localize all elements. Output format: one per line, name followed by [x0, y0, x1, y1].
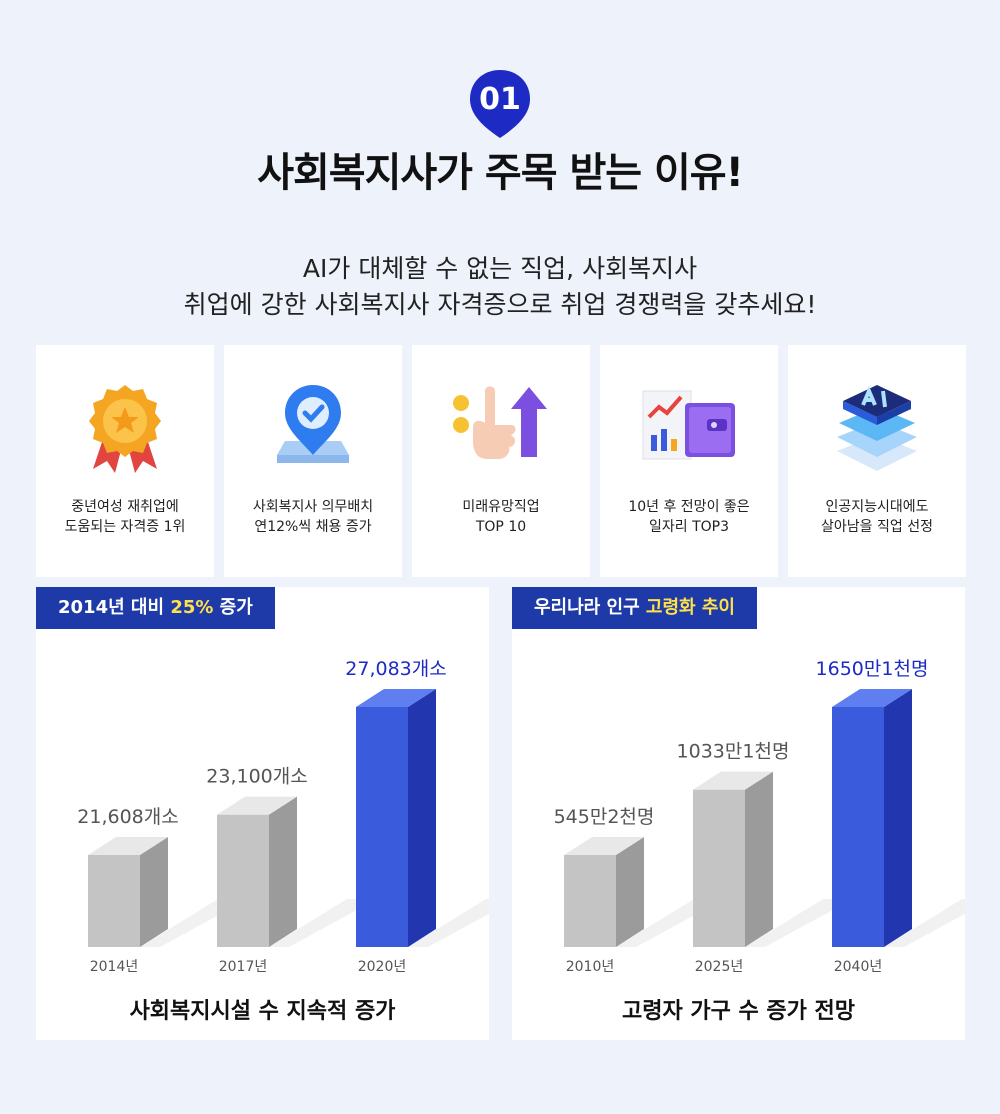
chart-title-facilities: 사회복지시설 수 지속적 증가 [129, 999, 396, 1024]
card-3-line-1: 미래유망직업 [462, 499, 540, 515]
bar-front [832, 707, 884, 947]
bar-front [693, 789, 745, 947]
feature-card-4: 10년 후 전망이 좋은 일자리 TOP3 [600, 345, 778, 577]
badge-number: 01 [479, 82, 521, 117]
category-label: 2010년 [566, 959, 615, 975]
card-1-line-1: 중년여성 재취업에 [71, 499, 179, 515]
facilities-bar-chart: 21,608개소 2014년 23,100개소 2017년 27,083개소 2020년 [77, 658, 489, 975]
feature-card-5: 인공지능시대에도 살아남을 직업 선정 [788, 345, 966, 577]
bar-side [616, 837, 644, 947]
bar-top [832, 689, 912, 707]
category-label: 2020년 [358, 959, 407, 975]
bar-top [693, 771, 773, 790]
bar-value-label: 27,083개소 [345, 658, 446, 680]
bar-side [269, 796, 297, 947]
card-2-line-2: 연12%씩 채용 증가 [254, 519, 372, 535]
bar-value-label: 23,100개소 [206, 766, 307, 788]
bar-top [356, 689, 436, 707]
bar-value-label: 21,608개소 [77, 806, 178, 828]
bar-value-label: 1033만1천명 [677, 741, 790, 763]
bar-shadow [745, 899, 853, 947]
card-5-line-1: 인공지능시대에도 [825, 499, 929, 515]
card-4-line-1: 10년 후 전망이 좋은 [628, 499, 750, 515]
pointing-hand-up-arrow-icon [453, 386, 547, 459]
bar-side [408, 689, 436, 947]
subtitle-line-2: 취업에 강한 사회복지사 자격증으로 취업 경쟁력을 갖추세요! [183, 290, 817, 319]
category-label: 2014년 [90, 959, 139, 975]
badge-shape-icon [470, 70, 530, 138]
bar-front [88, 855, 140, 947]
bar-side [884, 689, 912, 947]
card-1-line-2: 도움되는 자격증 1위 [64, 519, 186, 535]
bar-top [217, 796, 297, 815]
chart-title-elderly: 고령자 가구 수 증가 전망 [621, 999, 856, 1024]
location-pin-check-icon [277, 385, 349, 463]
category-label: 2040년 [834, 959, 883, 975]
category-label: 2017년 [219, 959, 268, 975]
section-number-badge: 01 [468, 68, 532, 140]
bar-shadow [408, 899, 489, 947]
award-ribbon-icon [89, 385, 161, 473]
chart-tag-facilities: 2014년 대비 25% 증가 [36, 587, 275, 629]
elderly-households-bar-chart: 545만2천명 2010년 1033만1천명 2025년 1650만1천명 2040년 [554, 658, 965, 975]
ai-chip-icon [837, 385, 917, 471]
bar-side [140, 837, 168, 947]
report-chart-wallet-icon [642, 390, 735, 460]
subtitle-line-1: AI가 대체할 수 없는 직업, 사회복지사 [302, 254, 698, 283]
card-4-line-2: 일자리 TOP3 [648, 519, 729, 535]
feature-card-3: 미래유망직업 TOP 10 [412, 345, 590, 577]
bar-value-label: 545만2천명 [554, 806, 655, 828]
bar-side [745, 771, 773, 947]
feature-card-1: 중년여성 재취업에 도움되는 자격증 1위 [36, 345, 214, 577]
chart-panel-facilities: 21,608개소 2014년 23,100개소 2017년 27,083개소 2020년 … [36, 587, 489, 1040]
chart-tag-elderly: 우리나라 인구 고령화 추이 [512, 587, 757, 629]
card-5-line-2: 살아남을 직업 선정 [821, 519, 933, 535]
bar-front [356, 707, 408, 947]
bar-front [564, 855, 616, 947]
chart-panel-elderly: 545만2천명 2010년 1033만1천명 2025년 1650만1천명 2040년 우… [512, 587, 965, 1040]
bar-value-label: 1650만1천명 [816, 658, 929, 680]
bar-top [88, 837, 168, 855]
feature-card-2: 사회복지사 의무배치 연12%씩 채용 증가 [224, 345, 402, 577]
category-label: 2025년 [695, 959, 744, 975]
bar-shadow [269, 899, 377, 947]
card-2-line-1: 사회복지사 의무배치 [252, 499, 374, 515]
page-title: 사회복지사가 주목 받는 이유! [257, 150, 744, 196]
bar-top [564, 837, 644, 855]
bar-front [217, 814, 269, 947]
card-3-line-2: TOP 10 [475, 519, 527, 535]
bar-shadow [884, 899, 965, 947]
